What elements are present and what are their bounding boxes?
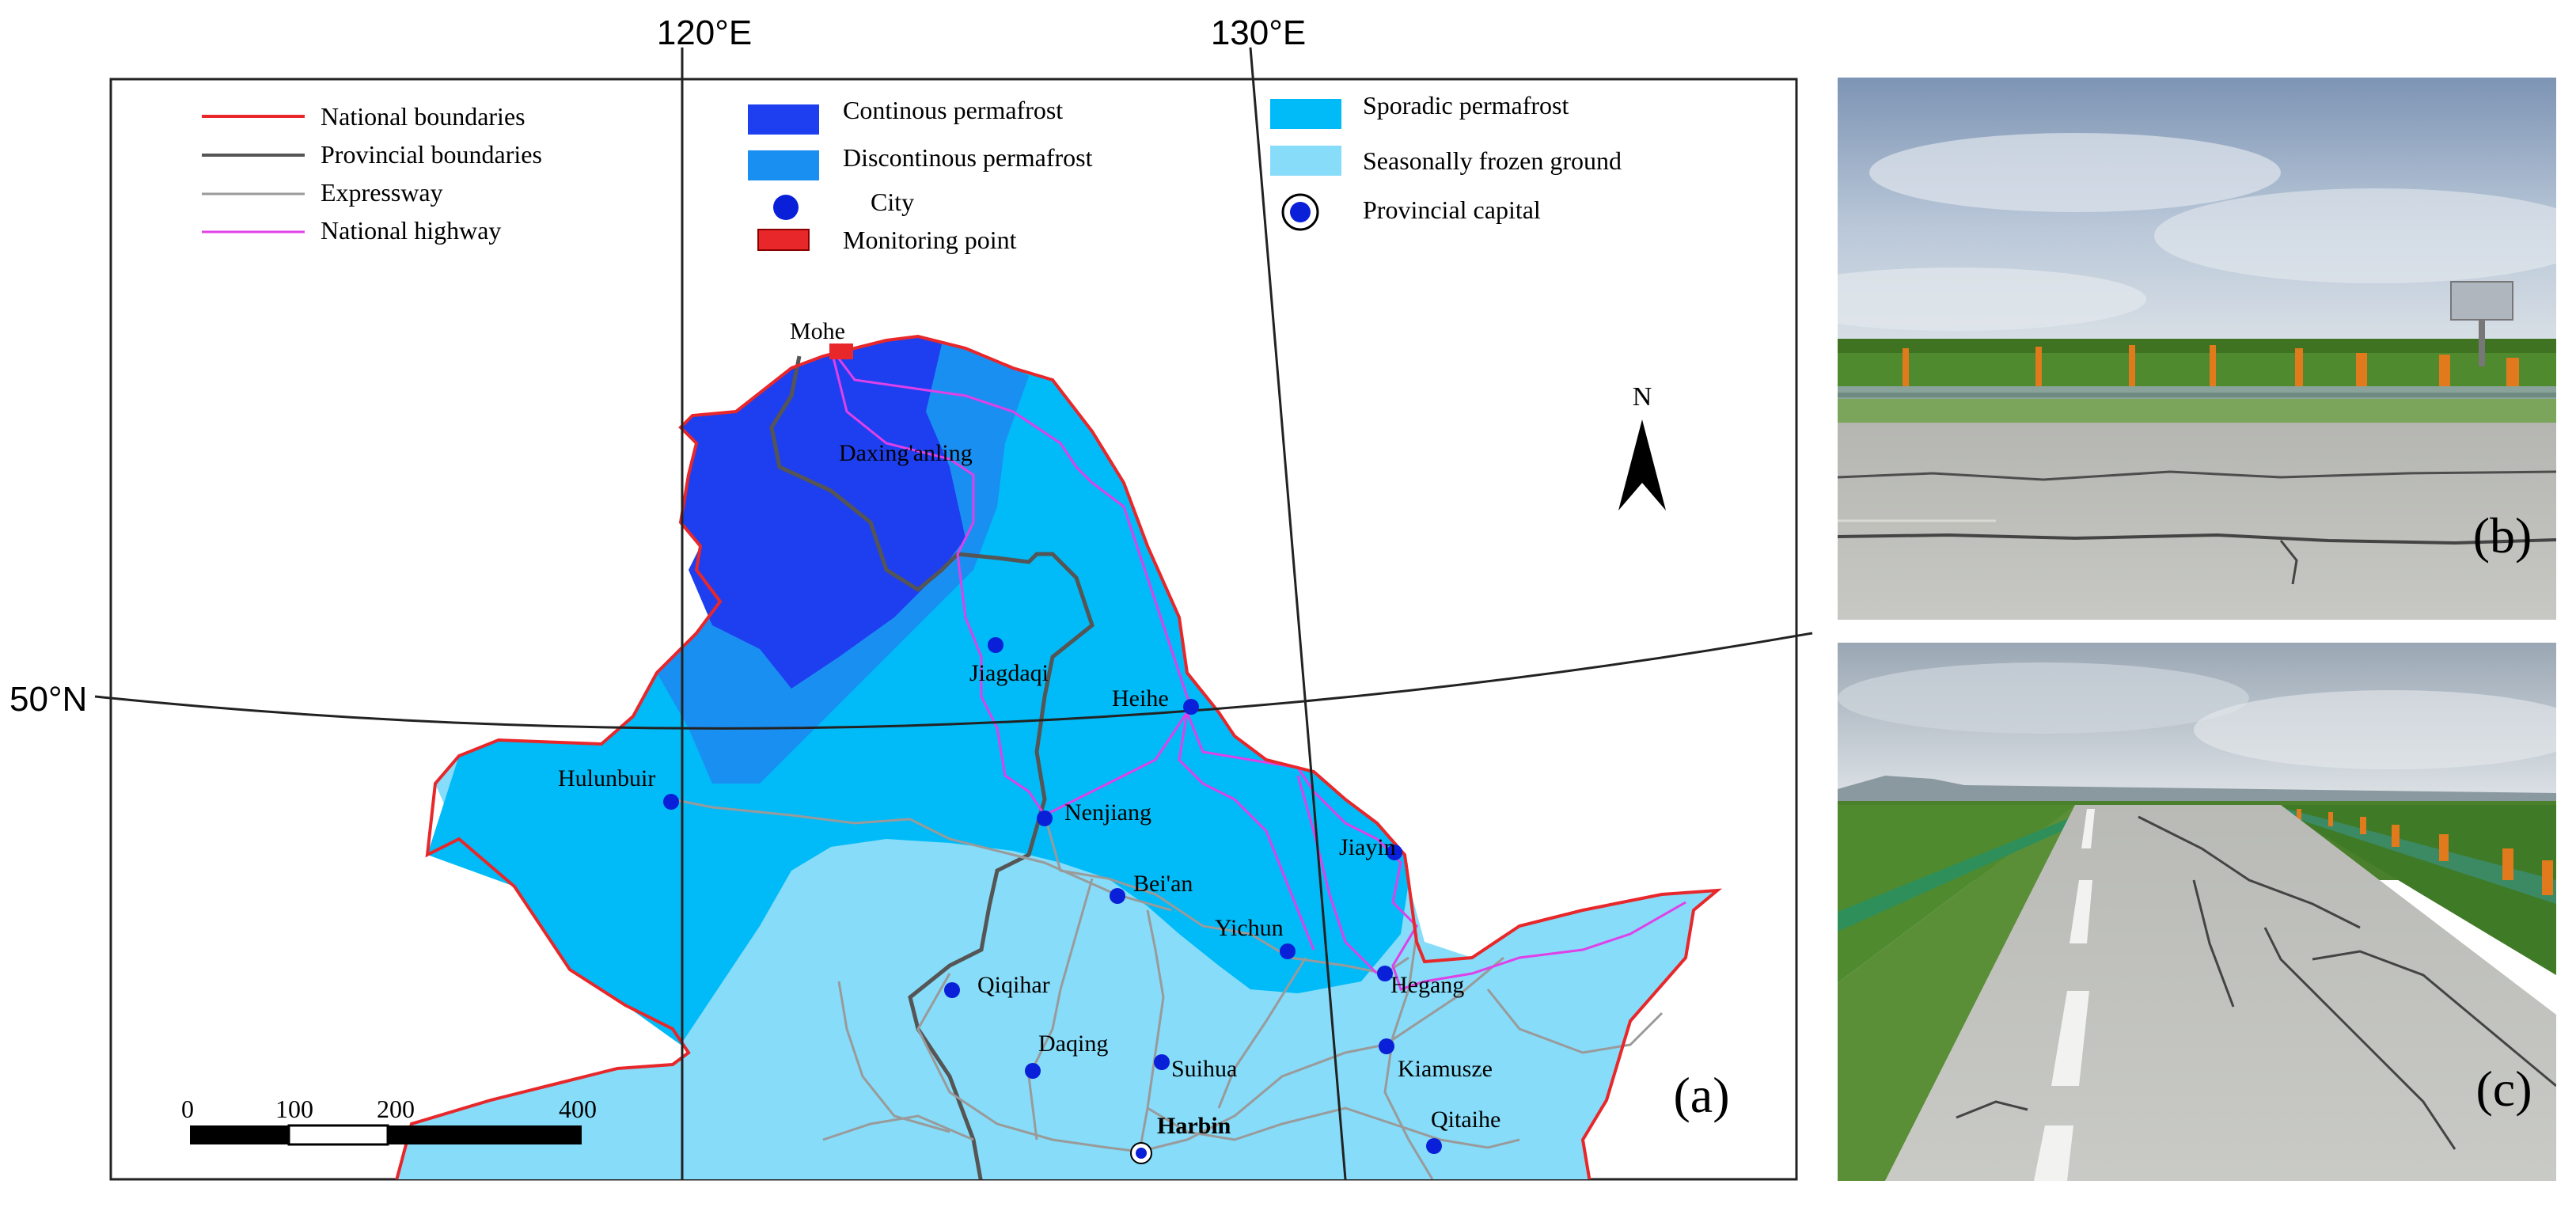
lon-120-label: 120°E: [657, 13, 752, 52]
panel-a-label: (a): [1673, 1067, 1729, 1123]
legend-provincial-capital-dot: [1290, 202, 1311, 222]
place-daxinganling-label: Daxing'anling: [839, 440, 973, 466]
city-heihe-marker: [1183, 699, 1199, 715]
legend-seasonal-label: Seasonally frozen ground: [1363, 146, 1622, 175]
legend-national-highway-label: National highway: [321, 216, 501, 245]
city-hulunbuir-marker: [663, 794, 679, 810]
city-daqing-marker: [1025, 1063, 1041, 1079]
scale-tick-100: 100: [275, 1095, 313, 1123]
place-nenjiang-label: Nenjiang: [1064, 799, 1151, 826]
legend-continuous-swatch: [748, 104, 819, 135]
place-jiagdaqi-label: Jiagdaqi: [969, 660, 1049, 686]
photo-panel-b: (b): [1838, 78, 2556, 620]
legend-monitoring-point-swatch: [757, 229, 810, 251]
provincial-boundary-line: [769, 355, 1095, 1179]
place-kiamusze-label: Kiamusze: [1398, 1056, 1493, 1082]
legend-discontinuous-label: Discontinous permafrost: [843, 143, 1093, 172]
legend-discontinuous-swatch: [748, 150, 819, 180]
continuous-permafrost-area: [681, 336, 966, 689]
scale-tick-400: 400: [559, 1095, 597, 1123]
scale-tick-200: 200: [377, 1095, 415, 1123]
city-yichun-marker: [1280, 943, 1296, 959]
place-markers: Mohe Daxing'anling Jiagdaqi Heihe Hulunb…: [558, 318, 1500, 1164]
legend-city-label: City: [871, 188, 914, 216]
city-jiagdaqi-marker: [988, 637, 1003, 653]
place-mohe-label: Mohe: [790, 318, 845, 344]
legend-seasonal-swatch: [1270, 146, 1341, 176]
meridian-130-line: [1249, 47, 1347, 1180]
legend-monitoring-point-label: Monitoring point: [843, 226, 1017, 254]
panel-b-label: (b): [2473, 507, 2532, 564]
scale-bar-seg-3: [388, 1125, 582, 1144]
city-harbin-marker: [1136, 1148, 1147, 1159]
city-qitaihe-marker: [1426, 1138, 1442, 1154]
parallel-50-line: [94, 632, 1813, 730]
legend-ground-types: Sporadic permafrost Seasonally frozen gr…: [1270, 91, 1622, 231]
legend-permafrost-types: Continous permafrost Discontinous permaf…: [748, 96, 1093, 254]
place-qitaihe-label: Qitaihe: [1431, 1106, 1500, 1133]
scale-tick-0: 0: [181, 1095, 194, 1123]
north-arrow-icon: [1618, 419, 1666, 511]
lat-50-label: 50°N: [9, 680, 87, 719]
scale-bar: 0 100 200 400: [181, 1095, 597, 1146]
panel-c-label: (c): [2475, 1061, 2532, 1117]
place-harbin-label: Harbin: [1157, 1113, 1231, 1139]
legend-sporadic-swatch: [1270, 99, 1341, 129]
scale-bar-seg-2: [287, 1124, 389, 1146]
photo-panel-c: (c): [1838, 643, 2556, 1181]
city-kiamusze-marker: [1379, 1038, 1394, 1054]
place-suihua-label: Suihua: [1171, 1056, 1237, 1082]
place-yichun-label: Yichun: [1215, 915, 1284, 941]
city-jiayin-marker: [1387, 845, 1402, 860]
city-qiqihar-marker: [944, 982, 960, 998]
place-beian-label: Bei'an: [1133, 871, 1193, 897]
city-hegang-marker: [1377, 966, 1393, 981]
sporadic-permafrost-area: [427, 336, 1409, 1045]
city-nenjiang-marker: [1037, 810, 1053, 826]
photo-c-image: (c): [1838, 643, 2556, 1181]
legend-lines: National boundaries Provincial boundarie…: [202, 102, 542, 245]
legend-sporadic-label: Sporadic permafrost: [1363, 91, 1569, 120]
legend-national-boundaries-label: National boundaries: [321, 102, 525, 131]
legend-city-icon: [773, 195, 799, 220]
expressway-network: [672, 798, 1664, 1179]
place-hulunbuir-label: Hulunbuir: [558, 765, 655, 791]
north-arrow-label: N: [1633, 382, 1652, 412]
legend-continuous-label: Continous permafrost: [843, 96, 1063, 124]
photo-b-image: (b): [1838, 78, 2556, 620]
lon-130-label: 130°E: [1211, 13, 1306, 52]
legend-expressway-label: Expressway: [321, 178, 443, 207]
place-jiayin-label: Jiayin: [1339, 834, 1396, 860]
legend-provincial-boundaries-label: Provincial boundaries: [321, 140, 542, 169]
place-qiqihar-label: Qiqihar: [977, 972, 1050, 998]
place-hegang-label: Hegang: [1390, 972, 1464, 998]
place-daqing-label: Daqing: [1038, 1031, 1108, 1057]
city-beian-marker: [1110, 888, 1125, 904]
legend-provincial-capital-label: Provincial capital: [1363, 195, 1541, 224]
north-arrow: N: [1618, 382, 1666, 511]
scale-bar-seg-1: [190, 1125, 289, 1144]
monitoring-point-marker: [829, 344, 853, 359]
city-suihua-marker: [1154, 1054, 1170, 1070]
national-boundary-line: [395, 334, 1723, 1179]
place-heihe-label: Heihe: [1112, 685, 1169, 712]
